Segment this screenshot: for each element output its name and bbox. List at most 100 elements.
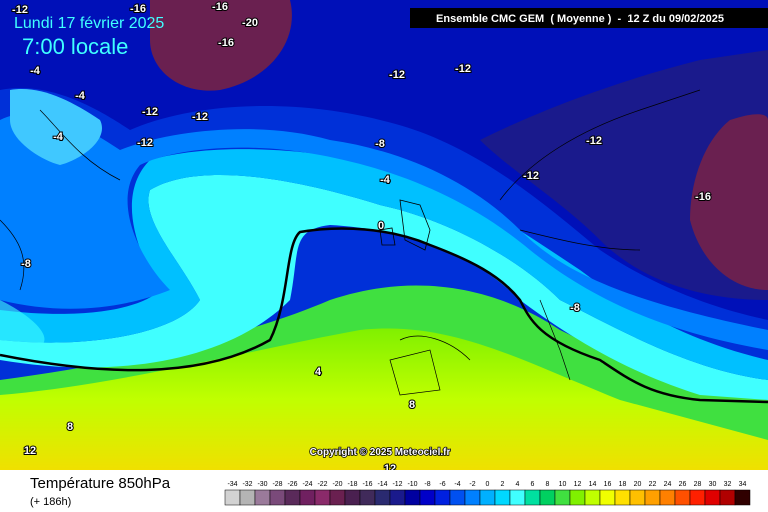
scale-swatch: [629, 489, 646, 506]
copyright: Copyright © 2025 Meteociel.fr: [310, 447, 451, 458]
contour-label: -20: [242, 17, 258, 29]
scale-swatch: [644, 489, 661, 506]
contour-label: -12: [12, 4, 28, 16]
scale-swatch: [464, 489, 481, 506]
contour-label: -12: [142, 106, 158, 118]
scale-label: -6: [439, 481, 445, 488]
contour-label: -4: [75, 90, 86, 102]
scale-label: 10: [559, 481, 567, 488]
scale-label: -20: [332, 481, 342, 488]
contour-label: -12: [586, 135, 602, 147]
scale-swatch: [269, 489, 286, 506]
scale-label: 32: [724, 481, 732, 488]
scale-swatch: [554, 489, 571, 506]
scale-label: -10: [407, 481, 417, 488]
scale-swatch: [584, 489, 601, 506]
scale-swatch: [599, 489, 616, 506]
scale-swatch: [224, 489, 241, 506]
scale-label: 28: [694, 481, 702, 488]
scale-swatch: [374, 489, 391, 506]
scale-swatch: [299, 489, 316, 506]
scale-swatch: [659, 489, 676, 506]
contour-label: -12: [192, 111, 208, 123]
contour-label: -12: [455, 63, 471, 75]
scale-label: 34: [739, 481, 747, 488]
model-box: [410, 8, 768, 28]
scale-label: 20: [634, 481, 642, 488]
scale-label: -30: [257, 481, 267, 488]
contour-label: -8: [21, 258, 31, 270]
scale-swatch: [434, 489, 451, 506]
scale-swatch: [314, 489, 331, 506]
scale-label: 12: [574, 481, 582, 488]
scale-swatch: [674, 489, 691, 506]
contour-label: -4: [380, 174, 391, 186]
contour-label: -4: [53, 131, 64, 143]
lead-time: (+ 186h): [30, 496, 71, 508]
scale-label: -34: [227, 481, 237, 488]
scale-label: 18: [619, 481, 627, 488]
scale-swatch: [284, 489, 301, 506]
scale-label: -14: [377, 481, 387, 488]
scale-swatch: [344, 489, 361, 506]
contour-label: 8: [409, 399, 415, 411]
scale-swatch: [254, 489, 271, 506]
contour-label: -8: [570, 302, 580, 314]
contour-label: -4: [30, 65, 41, 77]
contour-label: -12: [137, 137, 153, 149]
contour-label: -16: [130, 3, 146, 15]
scale-swatch: [689, 489, 706, 506]
model-title: Ensemble CMC GEM ( Moyenne ) - 12 Z du 0…: [436, 13, 724, 25]
scale-label: 24: [664, 481, 672, 488]
scale-swatch: [404, 489, 421, 506]
scale-swatch: [239, 489, 256, 506]
scale-label: -28: [272, 481, 282, 488]
scale-label: 22: [649, 481, 657, 488]
scale-label: -8: [424, 481, 430, 488]
map-background: [0, 0, 768, 470]
scale-label: 14: [589, 481, 597, 488]
scale-label: 6: [531, 481, 535, 488]
scale-label: 30: [709, 481, 717, 488]
scale-label: 4: [516, 481, 520, 488]
contour-label: 4: [315, 366, 322, 378]
scale-label: 8: [546, 481, 550, 488]
scale-label: 16: [604, 481, 612, 488]
scale-swatch: [419, 489, 436, 506]
scale-swatch: [449, 489, 466, 506]
contour-label: 0: [378, 220, 384, 232]
scale-label: -2: [469, 481, 475, 488]
scale-label: 2: [501, 481, 505, 488]
contour-label: -16: [212, 1, 228, 13]
scale-swatch: [704, 489, 721, 506]
scale-label: -24: [302, 481, 312, 488]
scale-swatch: [524, 489, 541, 506]
scale-label: -4: [454, 481, 460, 488]
contour-label: -12: [523, 170, 539, 182]
scale-swatch: [329, 489, 346, 506]
scale-label: -32: [242, 481, 252, 488]
scale-label: 0: [486, 481, 490, 488]
contour-label: 12: [24, 445, 36, 457]
scale-label: -16: [362, 481, 372, 488]
contour-label: 8: [67, 421, 73, 433]
date: Lundi 17 février 2025: [14, 15, 164, 32]
scale-swatch: [614, 489, 631, 506]
scale-label: -26: [287, 481, 297, 488]
contour-label: -16: [695, 191, 711, 203]
variable: Température 850hPa: [30, 475, 171, 492]
scale-swatch: [494, 489, 511, 506]
contour-labels: -12 -16 -16 -20 -16 -4 -4 -4 -12 -12 -12 -12 -12 -8 -4…: [11, 0, 712, 476]
scale-swatch: [389, 489, 406, 506]
contour-label: -16: [218, 37, 234, 49]
contour-label: -8: [375, 138, 385, 150]
time: 7:00 locale: [22, 34, 128, 59]
scale-label: -12: [392, 481, 402, 488]
color-scale: -34 -32 -30 -28 -26 -24 -22 -20 -18 -16 -14 -12 -10-…: [224, 481, 751, 506]
scale-swatch: [539, 489, 556, 506]
scale-label: 26: [679, 481, 687, 488]
scale-swatch: [509, 489, 526, 506]
scale-label: -22: [317, 481, 327, 488]
scale-swatch: [479, 489, 496, 506]
